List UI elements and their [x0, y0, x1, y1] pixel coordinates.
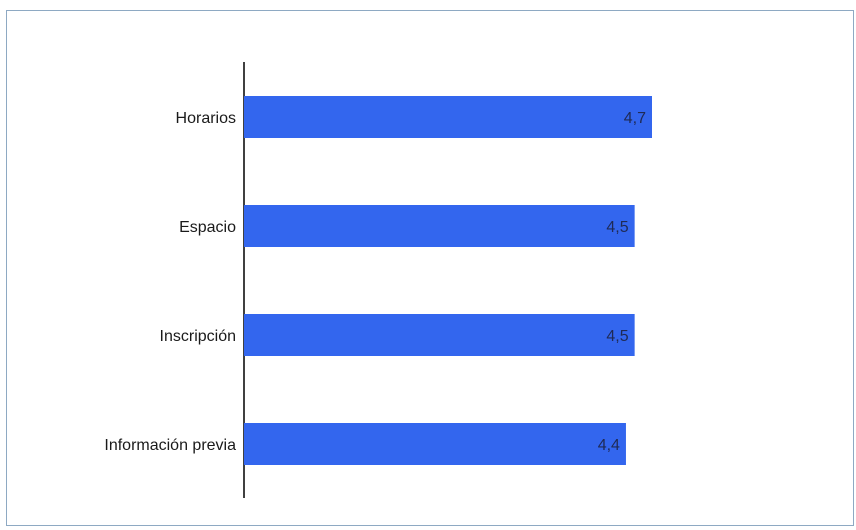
category-label: Espacio: [179, 219, 236, 236]
data-label: 4,5: [606, 219, 628, 236]
category-label: Horarios: [176, 110, 236, 127]
category-label: Inscripción: [160, 328, 236, 345]
bars-layer: Horarios 4,7 Espacio 4,5 Inscripción 4,5 Infor…: [104, 96, 652, 465]
category-label: Información previa: [104, 437, 236, 454]
bar: [244, 314, 635, 356]
data-label: 4,7: [624, 110, 646, 127]
bar: [244, 423, 626, 465]
data-label: 4,4: [598, 437, 620, 454]
data-label: 4,5: [606, 328, 628, 345]
bar: [244, 96, 652, 138]
bar: [244, 205, 635, 247]
